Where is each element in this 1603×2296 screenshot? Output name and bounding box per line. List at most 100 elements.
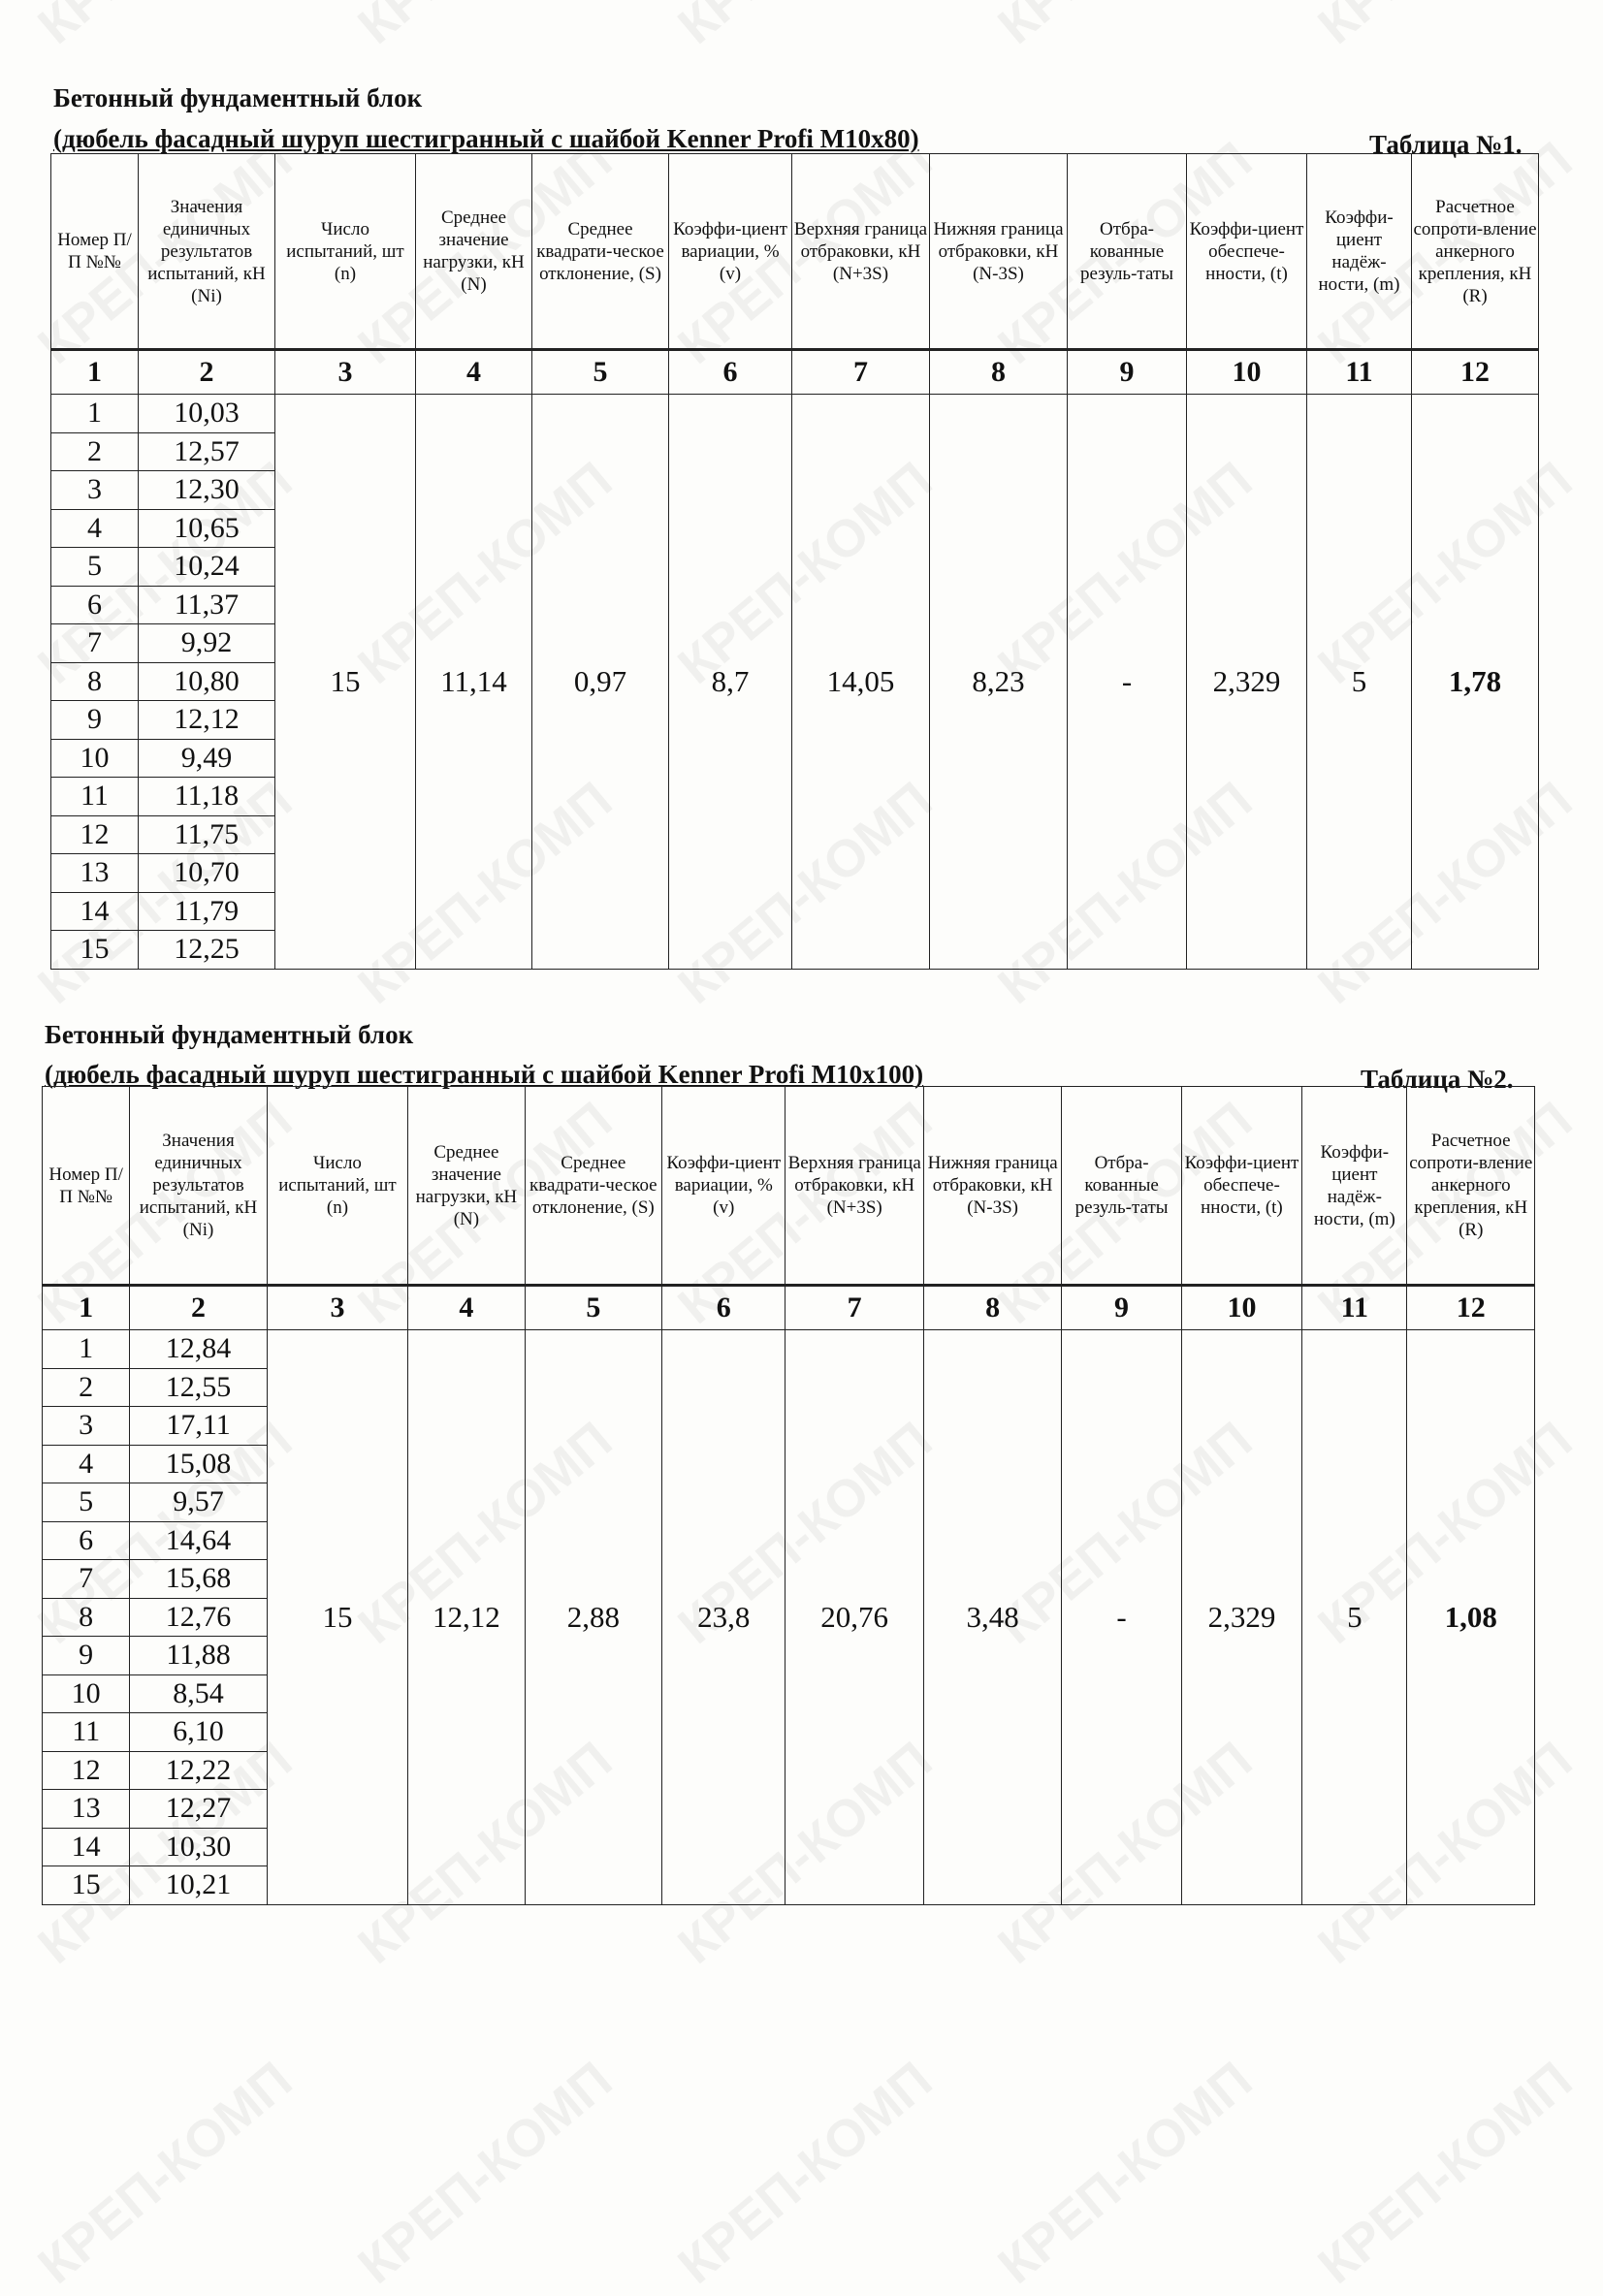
watermark-logo: КРЕП-КОМП <box>27 0 304 56</box>
row-number: 11 <box>41 1712 131 1752</box>
row-number: 13 <box>41 1789 131 1829</box>
column-header: Номер П/П №№ <box>50 153 139 350</box>
single-result-value: 8,54 <box>129 1674 268 1713</box>
anchor-resistance: 1,78 <box>1411 394 1539 970</box>
watermark-logo: КРЕП-КОМП <box>667 0 944 56</box>
column-header: Нижняя граница отбраковки, кН (N-3S) <box>929 153 1068 350</box>
single-result-value: 14,64 <box>129 1520 268 1560</box>
row-number: 7 <box>41 1559 131 1599</box>
single-result-value: 11,79 <box>138 891 275 931</box>
row-number: 5 <box>50 547 139 587</box>
column-number: 6 <box>661 1284 786 1330</box>
single-result-value: 11,37 <box>138 585 275 624</box>
header-row: Номер П/П №№ Значения единичных результат… <box>50 153 1539 350</box>
single-result-value: 12,55 <box>129 1367 268 1407</box>
table-row: 6 11,37 <box>50 585 1539 624</box>
std-deviation: 0,97 <box>531 394 669 970</box>
row-number: 6 <box>41 1520 131 1560</box>
column-number: 1 <box>41 1284 131 1330</box>
single-result-value: 9,92 <box>138 623 275 663</box>
std-deviation: 2,88 <box>524 1329 663 1905</box>
column-header: Номер П/П №№ <box>41 1086 131 1286</box>
single-result-value: 10,24 <box>138 547 275 587</box>
single-result-value: 10,21 <box>129 1866 268 1905</box>
table-row: 10 8,54 <box>41 1674 1535 1713</box>
row-number: 13 <box>50 853 139 893</box>
column-number: 9 <box>1061 1284 1182 1330</box>
watermark-logo: КРЕП-КОМП <box>347 0 624 56</box>
table-row: 7 9,92 <box>50 623 1539 663</box>
row-number: 1 <box>50 394 139 433</box>
column-number: 12 <box>1411 348 1539 395</box>
column-number: 11 <box>1306 348 1412 395</box>
column-header: Коэффи-циент обеспече-нности, (t) <box>1186 153 1307 350</box>
column-header: Среднее квадрати-ческое отклонение, (S) <box>524 1086 663 1286</box>
row-number: 3 <box>50 470 139 510</box>
watermark-logo: КРЕП-КОМП <box>1307 0 1584 56</box>
reliability-coef: 5 <box>1306 394 1412 970</box>
single-result-value: 12,25 <box>138 930 275 970</box>
column-header: Среднее значение нагрузки, кН (N) <box>407 1086 526 1286</box>
column-header: Значения единичных результатов испытаний… <box>129 1086 268 1286</box>
table-row: 4 15,08 <box>41 1444 1535 1483</box>
column-header: Среднее значение нагрузки, кН (N) <box>415 153 532 350</box>
reliability-coef: 5 <box>1301 1329 1408 1905</box>
column-header: Расчетное сопроти-вление анкерного крепл… <box>1411 153 1539 350</box>
single-result-value: 9,57 <box>129 1483 268 1522</box>
column-number: 1 <box>50 348 139 395</box>
row-number: 2 <box>50 431 139 471</box>
watermark-logo: КРЕП-КОМП <box>27 2050 304 2296</box>
assurance-coef: 2,329 <box>1186 394 1307 970</box>
table2-title-line2: (дюбель фасадный шуруп шестигранный с ша… <box>45 1060 924 1089</box>
table1-title-line2: (дюбель фасадный шуруп шестигранный с ша… <box>53 124 919 153</box>
row-number: 6 <box>50 585 139 624</box>
single-result-value: 9,49 <box>138 738 275 778</box>
mean-load: 12,12 <box>407 1329 526 1905</box>
anchor-resistance: 1,08 <box>1406 1329 1535 1905</box>
single-result-value: 12,12 <box>138 700 275 740</box>
column-header: Коэффи-циент вариации, % (v) <box>661 1086 786 1286</box>
upper-limit: 20,76 <box>785 1329 924 1905</box>
watermark-logo: КРЕП-КОМП <box>347 2050 624 2296</box>
table-row: 7 15,68 <box>41 1559 1535 1599</box>
table-row: 6 14,64 <box>41 1520 1535 1560</box>
column-header: Отбра-кованные резуль-таты <box>1067 153 1187 350</box>
results-table-1: Номер П/П №№ Значения единичных результат… <box>50 153 1539 970</box>
column-number: 11 <box>1301 1284 1408 1330</box>
table-row: 12 11,75 <box>50 814 1539 854</box>
column-number: 8 <box>929 348 1068 395</box>
watermark-logo: КРЕП-КОМП <box>1307 2050 1584 2296</box>
table-row: 12 12,22 <box>41 1750 1535 1790</box>
row-number: 10 <box>41 1674 131 1713</box>
single-result-value: 15,08 <box>129 1444 268 1483</box>
column-number: 6 <box>668 348 792 395</box>
single-result-value: 12,57 <box>138 431 275 471</box>
watermark-logo: КРЕП-КОМП <box>987 2050 1264 2296</box>
watermark-logo: КРЕП-КОМП <box>667 2050 944 2296</box>
column-number: 3 <box>274 348 416 395</box>
table-row: 10 9,49 <box>50 738 1539 778</box>
row-number: 7 <box>50 623 139 663</box>
column-number: 9 <box>1067 348 1187 395</box>
row-number: 10 <box>50 738 139 778</box>
column-header: Расчетное сопроти-вление анкерного крепл… <box>1406 1086 1535 1286</box>
column-header: Нижняя граница отбраковки, кН (N-3S) <box>922 1086 1063 1286</box>
column-number: 5 <box>531 348 669 395</box>
lower-limit: 8,23 <box>929 394 1068 970</box>
rejected-results: - <box>1067 394 1187 970</box>
single-result-value: 6,10 <box>129 1712 268 1752</box>
column-header: Отбра-кованные резуль-таты <box>1061 1086 1182 1286</box>
single-result-value: 12,84 <box>129 1329 268 1369</box>
column-header: Коэффи-циент надёж-ности, (m) <box>1306 153 1412 350</box>
upper-limit: 14,05 <box>791 394 930 970</box>
single-result-value: 10,03 <box>138 394 275 433</box>
row-number: 9 <box>50 700 139 740</box>
column-number: 2 <box>129 1284 268 1330</box>
row-number: 12 <box>50 814 139 854</box>
results-table-2: Номер П/П №№ Значения единичных результат… <box>41 1086 1535 1905</box>
column-header: Число испытаний, шт (n) <box>266 1086 409 1286</box>
single-result-value: 11,75 <box>138 814 275 854</box>
variation-coef: 8,7 <box>668 394 792 970</box>
table-row: 11 6,10 <box>41 1712 1535 1752</box>
row-number: 15 <box>50 930 139 970</box>
